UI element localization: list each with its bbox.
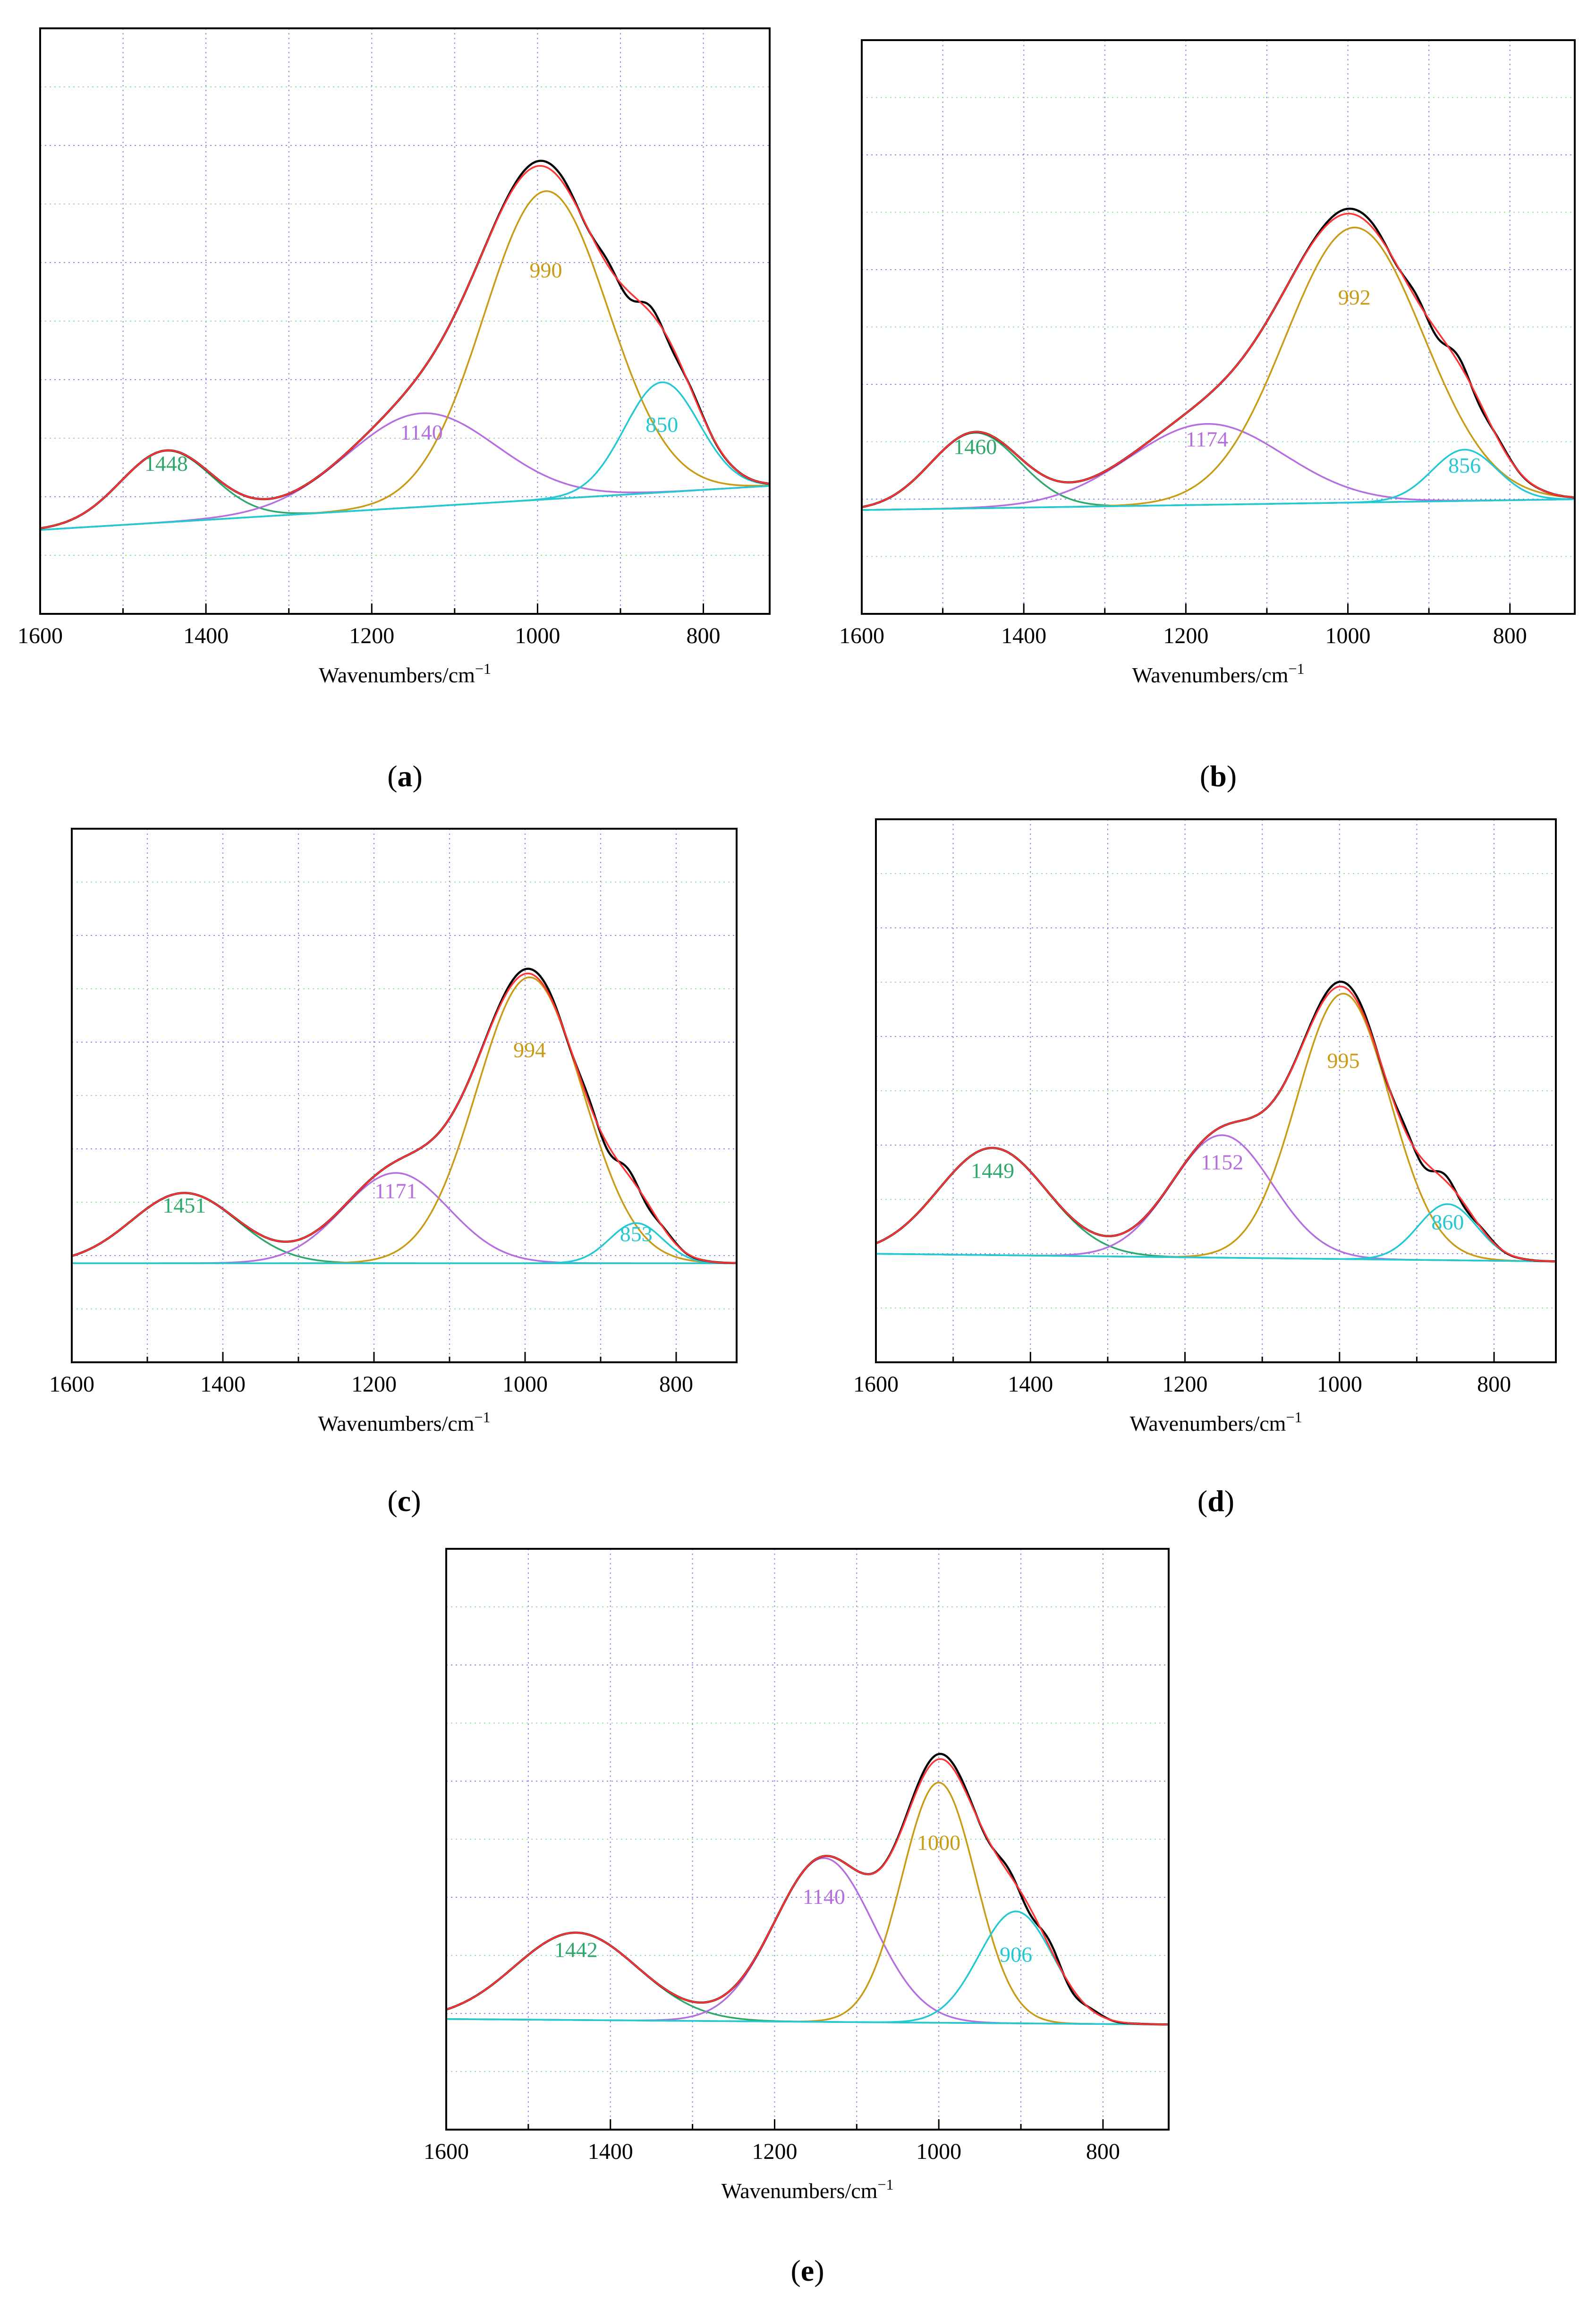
baseline-line	[446, 2018, 1169, 2026]
peak-label-1000: 1000	[917, 1830, 960, 1854]
peak-label-1460: 1460	[953, 434, 997, 459]
x-axis-title: Wavenumbers/cm−1	[318, 1409, 490, 1435]
cumulative-fit	[40, 165, 770, 529]
peak-label-850: 850	[645, 412, 678, 436]
gridlines	[446, 1549, 1169, 2130]
x-tick-label: 800	[687, 623, 721, 648]
baseline-line	[862, 498, 1575, 511]
measured-spectrum	[72, 968, 737, 1265]
x-tick-label: 1400	[183, 623, 229, 648]
x-tick-label: 1200	[349, 623, 394, 648]
plot-frame	[875, 818, 1557, 1363]
x-tick-label: 1200	[351, 1372, 397, 1397]
panel-caption: (a)	[387, 759, 423, 793]
plot-frame	[39, 27, 771, 615]
peak-label-1140: 1140	[803, 1885, 845, 1909]
plot-frame	[71, 828, 738, 1363]
gridlines	[876, 819, 1556, 1362]
plot-frame	[861, 39, 1576, 615]
gridlines	[40, 28, 770, 614]
x-tick-label: 1200	[1163, 623, 1208, 648]
peak-label-853: 853	[620, 1222, 653, 1246]
baseline-line	[876, 1253, 1556, 1263]
x-tick-label: 1400	[200, 1372, 246, 1397]
chart-panel-e: 1442 1140 1000 906 1600 1400 1200 1000 800 Wavenu…	[424, 1548, 1170, 2287]
x-tick-label: 1000	[916, 2139, 961, 2164]
x-axis: 1600 1400 1200 1000 800	[17, 603, 721, 648]
curves	[876, 980, 1556, 1263]
x-tick-label: 1600	[424, 2139, 469, 2164]
peak-label-860: 860	[1431, 1210, 1464, 1234]
cumulative-fit	[862, 212, 1575, 508]
x-tick-label: 1600	[17, 623, 63, 648]
panel-caption: (b)	[1200, 759, 1237, 793]
peak-label-1442: 1442	[554, 1938, 598, 1962]
x-axis-title: Wavenumbers/cm−1	[1129, 1409, 1302, 1435]
peak-label-1451: 1451	[162, 1193, 206, 1217]
x-tick-label: 1000	[1317, 1372, 1362, 1397]
x-axis-title: Wavenumbers/cm−1	[721, 2176, 893, 2203]
peak-label-1174: 1174	[1186, 427, 1228, 451]
curves	[40, 160, 770, 531]
peak-label-1449: 1449	[971, 1159, 1014, 1183]
panel-caption: (e)	[790, 2254, 824, 2287]
x-tick-label: 1000	[502, 1372, 548, 1397]
curves	[446, 1753, 1169, 2026]
x-tick-label: 1400	[588, 2139, 633, 2164]
x-tick-label: 800	[1086, 2139, 1120, 2164]
band-curve-990	[40, 190, 770, 531]
x-tick-label: 1600	[853, 1372, 899, 1397]
band-curve-994	[72, 976, 737, 1264]
x-tick-label: 1000	[1325, 623, 1371, 648]
x-axis: 1600 1400 1200 1000 800	[424, 2119, 1120, 2164]
x-tick-label: 1000	[515, 623, 560, 648]
peak-label-1152: 1152	[1201, 1150, 1243, 1174]
cumulative-fit	[72, 972, 737, 1264]
curves	[862, 207, 1575, 511]
chart-panel-c: 1451 1171 994 853 1600 1400 1200 1000 800 Wavenum…	[49, 828, 738, 1518]
x-tick-label: 1200	[752, 2139, 797, 2164]
plot-frame	[445, 1548, 1170, 2131]
peak-label-1140: 1140	[400, 420, 442, 444]
x-tick-label: 800	[1477, 1372, 1511, 1397]
x-axis-title: Wavenumbers/cm−1	[319, 660, 491, 687]
x-tick-label: 1600	[49, 1372, 94, 1397]
peak-label-906: 906	[1000, 1943, 1032, 1967]
peak-label-992: 992	[1338, 285, 1371, 309]
peak-label-990: 990	[529, 258, 562, 282]
x-axis-title: Wavenumbers/cm−1	[1132, 660, 1304, 687]
cumulative-fit	[876, 985, 1556, 1263]
cumulative-fit	[446, 1758, 1169, 2026]
x-tick-label: 1400	[1008, 1372, 1053, 1397]
x-axis: 1600 1400 1200 1000 800	[839, 603, 1527, 648]
chart-panel-a: 1448 1140 990 850 1600 1400 1200 1000 800 Wavenum…	[17, 27, 771, 793]
panel-caption: (d)	[1197, 1484, 1234, 1518]
peak-label-1448: 1448	[144, 451, 188, 476]
x-tick-label: 1200	[1163, 1372, 1208, 1397]
peak-label-995: 995	[1327, 1049, 1360, 1073]
baseline-line	[40, 485, 770, 531]
x-tick-label: 1600	[839, 623, 884, 648]
x-tick-label: 800	[1493, 623, 1527, 648]
peak-label-856: 856	[1448, 453, 1481, 477]
gridlines	[72, 829, 737, 1362]
x-tick-label: 800	[659, 1372, 693, 1397]
peak-label-994: 994	[513, 1038, 546, 1062]
chart-panel-d: 1449 1152 995 860 1600 1400 1200 1000 800 Wavenum…	[853, 818, 1557, 1518]
peak-label-1171: 1171	[374, 1179, 417, 1203]
x-axis: 1600 1400 1200 1000 800	[49, 1352, 693, 1397]
gridlines	[862, 40, 1575, 614]
x-tick-label: 1400	[1001, 623, 1046, 648]
panel-caption: (c)	[387, 1484, 421, 1518]
x-axis: 1600 1400 1200 1000 800	[853, 1352, 1511, 1397]
chart-panel-b: 1460 1174 992 856 1600 1400 1200 1000 800 Wavenum…	[839, 39, 1576, 793]
curves	[72, 968, 737, 1265]
